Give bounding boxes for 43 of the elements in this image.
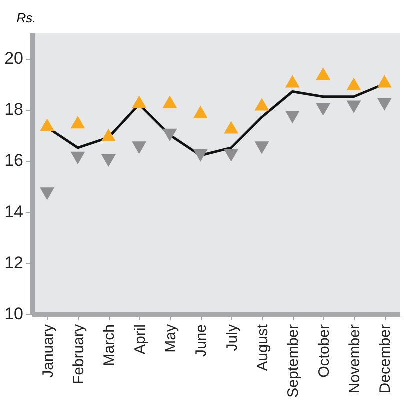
x-tick-label: May: [162, 324, 180, 353]
point: [193, 106, 208, 118]
y-tick-label: 12: [4, 253, 24, 272]
point: [224, 121, 239, 134]
x-tick-label: August: [254, 324, 272, 372]
point: [316, 103, 331, 116]
x-tick-label: March: [101, 324, 118, 366]
point: [224, 149, 239, 162]
x-tick-label: June: [193, 324, 210, 358]
point: [40, 118, 55, 132]
point: [132, 142, 147, 154]
point: [346, 100, 362, 114]
point: [193, 149, 208, 162]
point: [70, 152, 86, 164]
point: [346, 78, 362, 90]
x-tick-label: February: [70, 324, 88, 385]
point: [377, 75, 392, 88]
x-tick-label: April: [132, 324, 149, 355]
x-tick-label: January: [40, 324, 57, 378]
point: [316, 68, 331, 80]
point: [101, 128, 116, 142]
y-tick-label: 20: [4, 49, 24, 68]
x-tick-label: November: [346, 324, 364, 394]
y-tick-label: 16: [4, 151, 24, 170]
point: [162, 96, 178, 108]
x-tick-label: July: [224, 324, 241, 352]
x-tick-label: October: [316, 324, 333, 378]
x-tick-label: September: [285, 324, 302, 398]
y-tick-label: 18: [4, 100, 24, 120]
point: [377, 98, 392, 111]
y-axis-title: Rs.: [16, 10, 36, 26]
point: [254, 98, 270, 111]
point: [70, 116, 86, 129]
point: [162, 128, 178, 142]
point: [285, 75, 300, 88]
point: [40, 188, 55, 200]
point: [101, 154, 116, 167]
y-tick-label: 10: [4, 304, 24, 324]
point: [132, 96, 147, 108]
point: [285, 111, 300, 124]
y-tick-label: 14: [4, 202, 24, 222]
point: [254, 142, 270, 154]
x-tick-label: December: [377, 324, 394, 394]
